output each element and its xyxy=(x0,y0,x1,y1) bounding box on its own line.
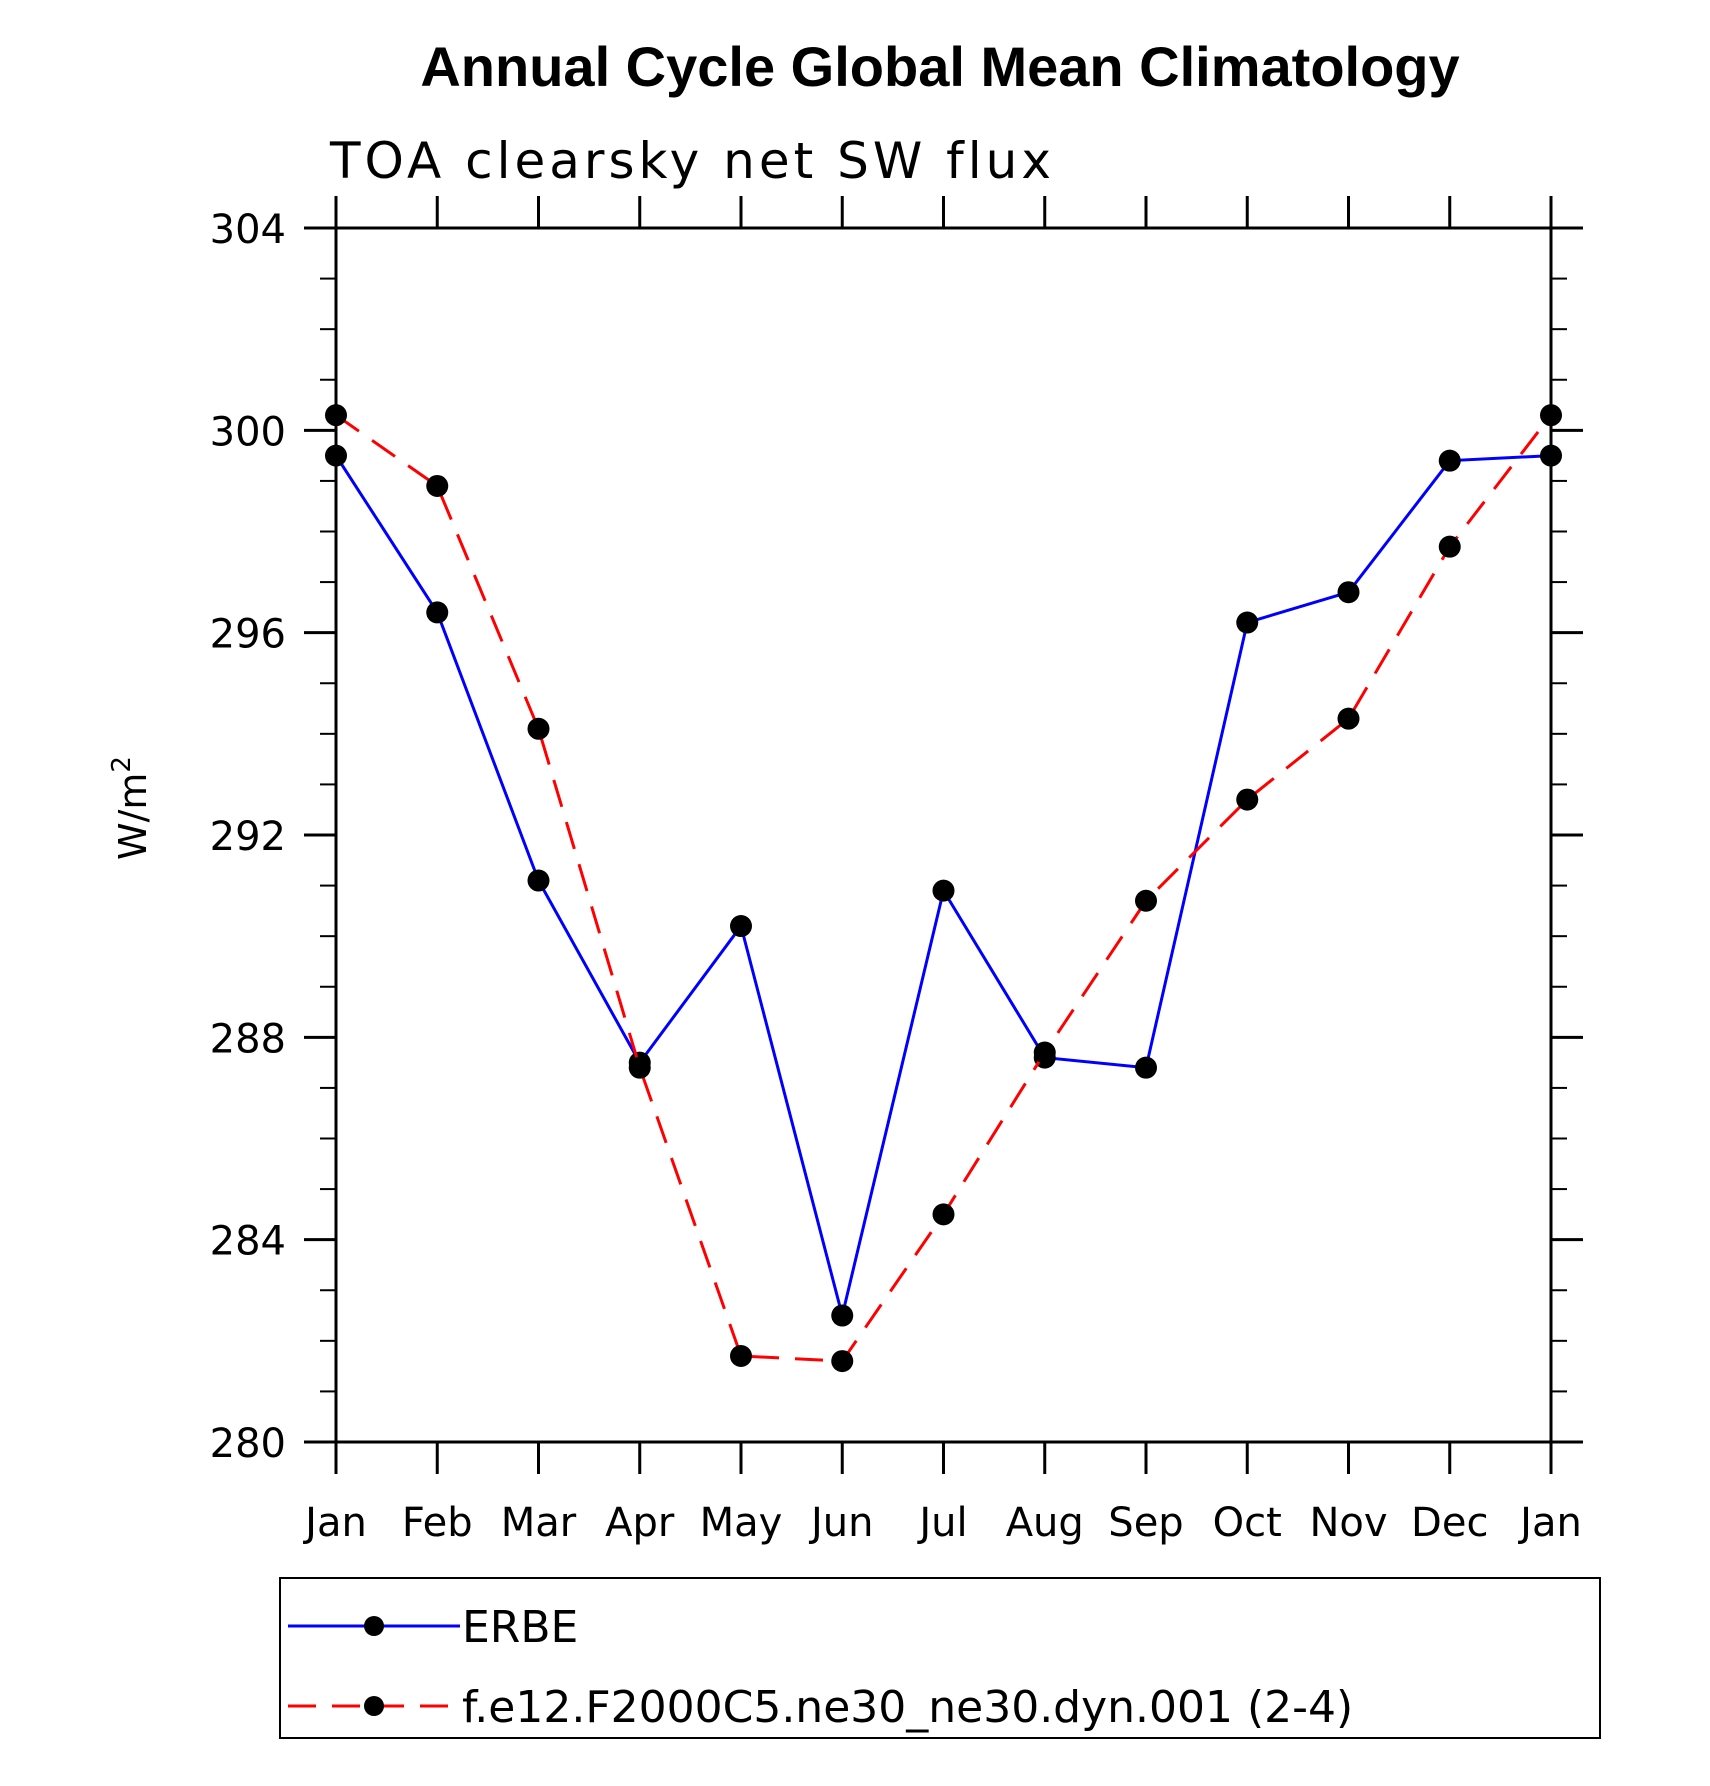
legend-marker-1 xyxy=(364,1616,384,1636)
series-1-point xyxy=(1540,444,1562,467)
legend: ERBE f.e12.F2000C5.ne30_ne30.dyn.001 (2-4… xyxy=(279,1577,1601,1739)
series-2-point xyxy=(1033,1041,1056,1064)
x-tick-label: Oct xyxy=(1213,1500,1282,1546)
series-1-point xyxy=(831,1304,854,1327)
series-2-point xyxy=(831,1350,854,1373)
series-1-point xyxy=(426,601,449,624)
x-tick-label: Jun xyxy=(808,1500,874,1546)
x-tick-label: Apr xyxy=(605,1500,675,1546)
series-2-point xyxy=(1337,707,1360,730)
series-1-point xyxy=(527,869,550,892)
series-2-point xyxy=(1540,404,1562,427)
x-tick-label: Feb xyxy=(402,1500,473,1546)
series-2-point xyxy=(932,1203,955,1226)
x-tick-label: Dec xyxy=(1411,1500,1488,1546)
series-1-point xyxy=(1236,611,1259,634)
x-tick-label: May xyxy=(700,1500,783,1546)
x-tick-label: Sep xyxy=(1108,1500,1183,1546)
series-1-point xyxy=(1135,1056,1157,1079)
x-tick-label: Aug xyxy=(1006,1500,1084,1546)
y-tick-label: 284 xyxy=(210,1219,286,1265)
series-2-point xyxy=(1135,889,1157,912)
series-1-point xyxy=(1438,449,1461,472)
series-layer xyxy=(325,404,1562,1373)
plot-area xyxy=(334,226,1553,1444)
x-tick-label: Jul xyxy=(916,1500,967,1546)
y-axis-label-text: W/m xyxy=(111,773,155,860)
x-tick-label: Jan xyxy=(1517,1500,1582,1546)
series-1-point xyxy=(932,879,955,902)
series-2-point xyxy=(527,717,550,740)
chart-subtitle: TOA clearsky net SW flux xyxy=(329,132,1055,190)
x-tick-label: Jan xyxy=(302,1500,367,1546)
axes: Jan Feb Mar Apr May Jun Jul Aug Sep Oct Nov Dec Jan 2… xyxy=(210,196,1583,1546)
series-2-point xyxy=(426,474,449,497)
y-axis-label-superscript: 2 xyxy=(107,756,137,773)
plot-frame xyxy=(334,226,1553,1444)
series-2-point xyxy=(325,404,347,427)
y-tick-label: 300 xyxy=(210,409,286,455)
legend-box xyxy=(279,1577,1601,1739)
legend-entry-1: ERBE xyxy=(462,1602,578,1653)
chart-title: Annual Cycle Global Mean Climatology xyxy=(420,35,1459,98)
series-1-point xyxy=(325,444,347,467)
legend-marker-2 xyxy=(364,1696,384,1716)
y-tick-label: 288 xyxy=(210,1016,286,1062)
y-tick-label: 304 xyxy=(210,207,286,253)
series-1-point xyxy=(1337,581,1360,604)
series-2-point xyxy=(1236,788,1259,811)
series-2-point xyxy=(1438,535,1461,558)
y-axis-label: W/m2 xyxy=(107,756,155,860)
y-tick-label: 292 xyxy=(210,814,286,860)
y-tick-label: 296 xyxy=(210,612,286,658)
series-1-point xyxy=(730,915,752,938)
series-2-point xyxy=(628,1056,651,1079)
y-tick-label: 280 xyxy=(210,1421,286,1467)
x-tick-label: Nov xyxy=(1309,1500,1387,1546)
legend-entry-2: f.e12.F2000C5.ne30_ne30.dyn.001 (2-4) xyxy=(462,1682,1353,1733)
x-tick-label: Mar xyxy=(501,1500,577,1546)
series-2-point xyxy=(730,1345,752,1368)
